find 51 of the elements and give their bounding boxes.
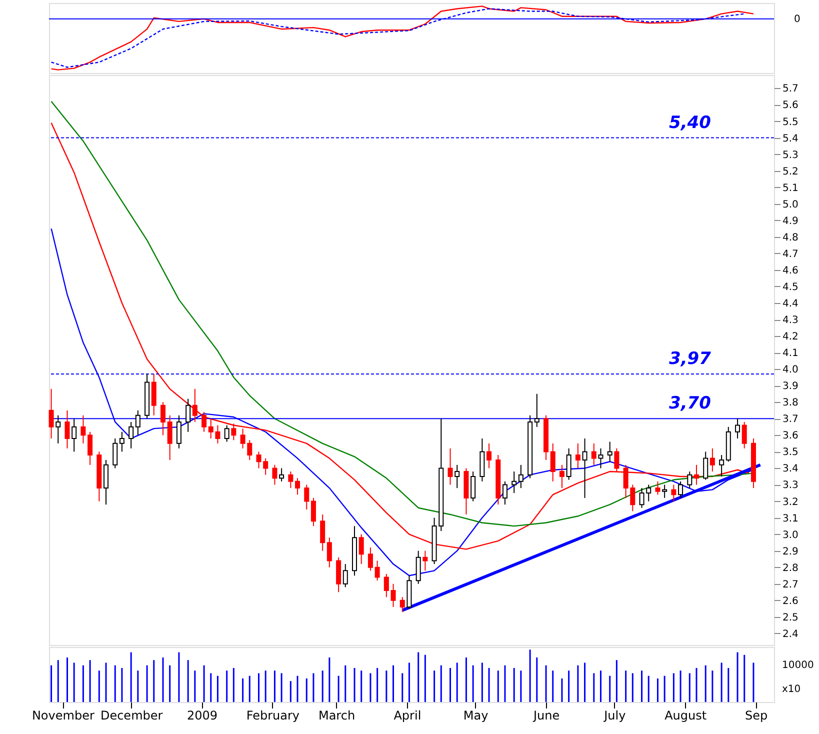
ref-line-label: 5,40 xyxy=(669,112,712,133)
x-tick-label: June xyxy=(532,708,560,722)
x-tick-label: December xyxy=(100,708,163,722)
x-tick-label: August xyxy=(664,708,707,722)
x-tick-label: May xyxy=(463,708,488,722)
y-tick-label: 3.0 xyxy=(782,530,798,541)
y-tick-label: 4.0 xyxy=(782,364,798,376)
y-tick-label: 3.6 xyxy=(782,430,798,442)
y-tick-label: 3.3 xyxy=(782,480,798,492)
y-tick-label: 3.4 xyxy=(782,464,798,475)
y-tick-label: 5.3 xyxy=(782,150,798,161)
x-tick-label: March xyxy=(318,708,356,722)
x-tick-label: Sep xyxy=(744,708,768,722)
text: x10 xyxy=(782,684,801,695)
y-tick-label: 5.1 xyxy=(782,182,798,194)
y-tick-label: 5.7 xyxy=(782,84,798,95)
x-tick-label: February xyxy=(246,708,300,722)
y-tick-label: 4.4 xyxy=(782,298,798,310)
y-tick-label: 4.5 xyxy=(782,282,798,293)
x-tick-label: November xyxy=(32,708,94,722)
y-tick-label: 3.2 xyxy=(782,496,798,508)
y-tick-label: 3.1 xyxy=(782,513,798,524)
y-tick-label: 4.7 xyxy=(782,248,798,260)
text: 10000 xyxy=(782,660,814,671)
y-tick-label: 5.0 xyxy=(782,199,798,210)
y-tick-label: 2.4 xyxy=(782,628,798,640)
ref-line-label: 0 xyxy=(794,14,800,25)
y-tick-label: 4.8 xyxy=(782,232,798,244)
y-tick-label: 3.9 xyxy=(782,381,798,392)
y-tick-label: 2.8 xyxy=(782,562,798,574)
ref-line-label: 3,70 xyxy=(669,394,712,414)
y-tick-label: 4.6 xyxy=(782,265,798,276)
y-tick-label: 3.7 xyxy=(782,414,798,426)
y-tick-label: 5.6 xyxy=(782,100,798,112)
y-tick-label: 4.9 xyxy=(782,216,798,227)
y-tick-label: 3.5 xyxy=(782,447,798,458)
x-tick-label: 2009 xyxy=(186,708,218,722)
y-tick-label: 4.1 xyxy=(782,348,798,360)
y-tick-label: 3.8 xyxy=(782,398,798,409)
y-tick-label: 5.2 xyxy=(782,166,798,178)
y-tick-label: 2.7 xyxy=(782,579,798,590)
y-tick-label: 5.4 xyxy=(782,133,798,144)
y-tick-label: 2.9 xyxy=(782,546,798,558)
y-tick-label: 4.2 xyxy=(782,332,798,343)
y-tick-label: 5.5 xyxy=(782,116,798,128)
x-tick-label: April xyxy=(394,708,422,722)
y-tick-label: 4.3 xyxy=(782,315,798,326)
y-tick-label: 2.6 xyxy=(782,596,798,607)
x-tick-label: July xyxy=(603,708,626,722)
y-tick-label: 2.5 xyxy=(782,612,798,624)
ref-line-label: 3,97 xyxy=(669,349,712,370)
